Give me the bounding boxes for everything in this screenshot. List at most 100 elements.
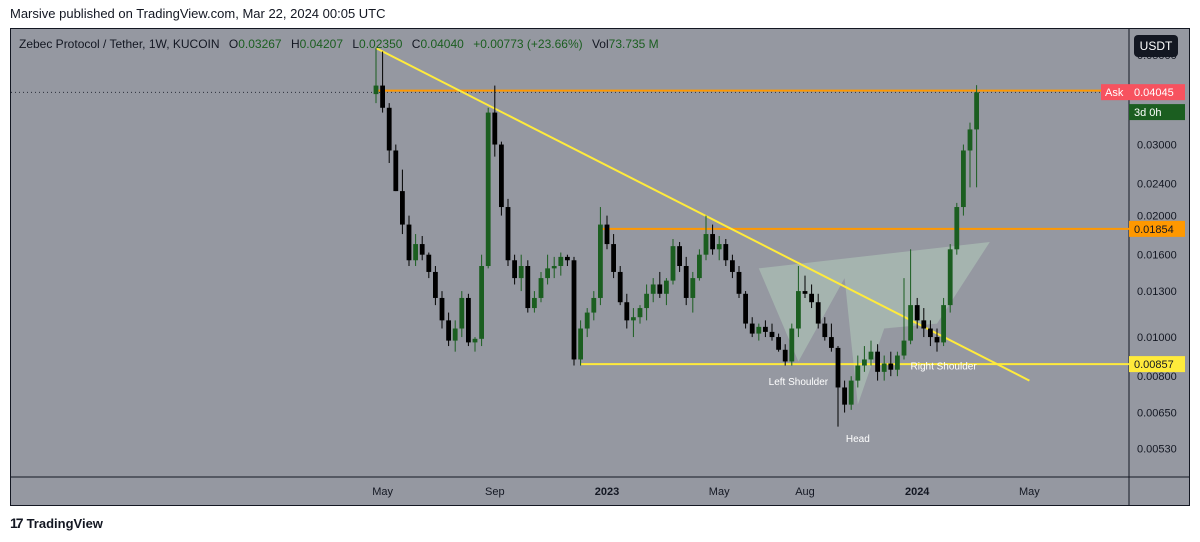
candle-body (670, 246, 676, 281)
pattern-shading (758, 242, 990, 405)
candle-body (782, 349, 788, 362)
candle-body (400, 191, 405, 225)
candle-body (426, 254, 432, 272)
x-tick-label: May (1019, 486, 1040, 498)
candle-body (736, 271, 742, 294)
currency-button[interactable]: USDT (1134, 35, 1178, 57)
candle-body (848, 380, 854, 405)
candle-body (901, 340, 907, 356)
y-tick-label: 0.03000 (1137, 140, 1177, 152)
candle-body (914, 305, 920, 321)
candle-body (815, 302, 821, 324)
neckline-label-box (1129, 220, 1185, 237)
candle-body (525, 266, 531, 309)
candle-body (888, 363, 894, 370)
neckline-label: 0.01854 (1134, 224, 1174, 236)
candle-body (532, 297, 537, 309)
x-tick-label: Aug (795, 486, 815, 498)
pattern-annotation: Left Shoulder (769, 377, 829, 388)
open-value: 0.03267 (238, 37, 282, 51)
candle-body (974, 92, 979, 130)
candle-body (611, 244, 616, 272)
pattern-annotation: Right Shoulder (911, 362, 978, 373)
candle-body (551, 266, 557, 269)
candle-body (829, 337, 834, 348)
candle-body (723, 244, 729, 261)
candle-body (505, 207, 511, 261)
support-label-box (1129, 356, 1185, 373)
ask-label-prefix-box (1101, 84, 1129, 101)
x-tick-label: 2024 (905, 486, 930, 498)
candle-body (637, 308, 643, 318)
y-tick-label: 0.00800 (1137, 371, 1177, 383)
candle-body (954, 207, 960, 250)
candle-body (769, 331, 775, 338)
candle-body (380, 85, 385, 108)
x-tick-label: Sep (485, 486, 505, 498)
candle-body (578, 328, 583, 360)
candle-body (868, 351, 874, 360)
candle-body (406, 224, 412, 261)
candle-body (802, 291, 808, 294)
candle-body (571, 260, 577, 360)
candle-body (921, 320, 927, 329)
candle-body (644, 293, 649, 309)
price-chart[interactable]: 0.050000.040000.030000.024000.020000.016… (11, 29, 1189, 505)
candle-body (703, 234, 709, 255)
candle-body (881, 363, 887, 372)
y-tick-label: 0.01000 (1137, 332, 1177, 344)
high-label: H (290, 37, 300, 51)
volume-value: 73.735 M (608, 37, 659, 51)
chart-frame[interactable]: 0.050000.040000.030000.024000.020000.016… (10, 28, 1190, 506)
candle-body (584, 312, 590, 329)
candle-body (393, 150, 399, 192)
candle-body (604, 224, 610, 245)
brand-name: TradingView (26, 515, 103, 531)
y-tick-label: 0.01300 (1137, 286, 1177, 298)
candle-body (624, 302, 630, 321)
candle-body (947, 249, 953, 306)
support-label: 0.00857 (1134, 359, 1174, 371)
candle-body (657, 284, 663, 294)
candle-body (485, 112, 491, 267)
candle-body (373, 85, 379, 95)
x-tick-label: May (709, 486, 730, 498)
ask-label-box (1129, 84, 1185, 101)
candle-body (749, 323, 755, 334)
candle-body (796, 291, 801, 329)
candle-body (776, 337, 781, 350)
candle-body (446, 320, 451, 341)
candle-body (677, 246, 682, 267)
candle-body (842, 387, 847, 405)
x-tick-label: May (372, 486, 393, 498)
y-tick-label: 0.01600 (1137, 250, 1177, 262)
candle-body (433, 271, 438, 298)
candle-body (941, 305, 946, 343)
low-value: 0.02350 (359, 37, 403, 51)
footer-brand[interactable]: 17 TradingView (10, 515, 103, 531)
close-label: C (411, 37, 421, 51)
countdown-label: 3d 0h (1134, 107, 1162, 119)
candle-body (518, 266, 524, 279)
close-value: 0.04040 (420, 37, 464, 51)
candle-body (875, 351, 880, 372)
candle-body (439, 297, 445, 321)
candle-body (479, 266, 484, 339)
volume-label: Vol (591, 37, 609, 51)
descending-trendline (375, 47, 1030, 382)
candle-body (492, 112, 498, 145)
candle-body (683, 266, 689, 298)
candle-body (617, 271, 623, 303)
candle-body (499, 144, 504, 208)
candle-body (895, 355, 900, 370)
y-tick-label: 0.00650 (1137, 408, 1177, 420)
ohlc-legend: Zebec Protocol / Tether, 1W, KUCOIN O0.0… (19, 37, 659, 51)
ask-label-prefix: Ask (1105, 87, 1124, 99)
tradingview-logo-icon: 17 (10, 515, 24, 531)
candle-body (512, 260, 517, 279)
candle-body (710, 234, 715, 250)
candle-body (452, 328, 458, 341)
candle-body (591, 297, 597, 313)
candle-body (558, 256, 564, 267)
open-label: O (228, 37, 239, 51)
